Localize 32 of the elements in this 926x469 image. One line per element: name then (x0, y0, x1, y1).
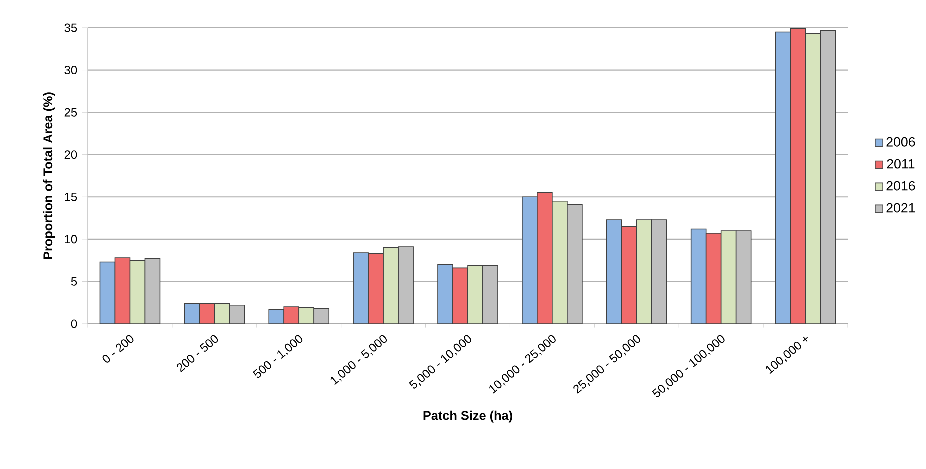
bar (690, 228, 707, 324)
bar (706, 233, 722, 324)
legend-label: 2016 (886, 181, 916, 191)
bar (621, 226, 638, 324)
y-tick-label: 35 (64, 24, 78, 32)
y-tick-label: 25 (64, 108, 78, 117)
bar (114, 258, 131, 324)
legend-label: 2006 (886, 137, 916, 147)
bar (452, 268, 468, 324)
bar (790, 28, 806, 324)
bar (353, 252, 369, 324)
bar (775, 32, 792, 324)
x-axis-title: Patch Size (ha) (424, 410, 512, 423)
bar (438, 264, 454, 324)
bar (606, 220, 622, 324)
bar (199, 303, 216, 324)
bar (537, 192, 553, 324)
legend-label: 2021 (886, 203, 916, 213)
bar (368, 253, 384, 324)
y-tick-label: 30 (64, 66, 78, 75)
legend-label: 2011 (887, 159, 915, 169)
y-tick-label: 10 (65, 235, 78, 244)
bar (184, 303, 200, 324)
bar (100, 262, 116, 324)
y-tick-label: 15 (65, 192, 78, 202)
x-tick-label: 0 - 200 (102, 335, 134, 363)
y-tick-label: 5 (71, 278, 78, 286)
bar (522, 196, 538, 324)
x-tick-label: 200 - 500 (176, 335, 218, 372)
y-tick-label: 20 (64, 150, 78, 160)
y-axis-title: Proportion of Total Area (%) (43, 92, 56, 260)
y-tick-label: 0 (71, 320, 78, 328)
